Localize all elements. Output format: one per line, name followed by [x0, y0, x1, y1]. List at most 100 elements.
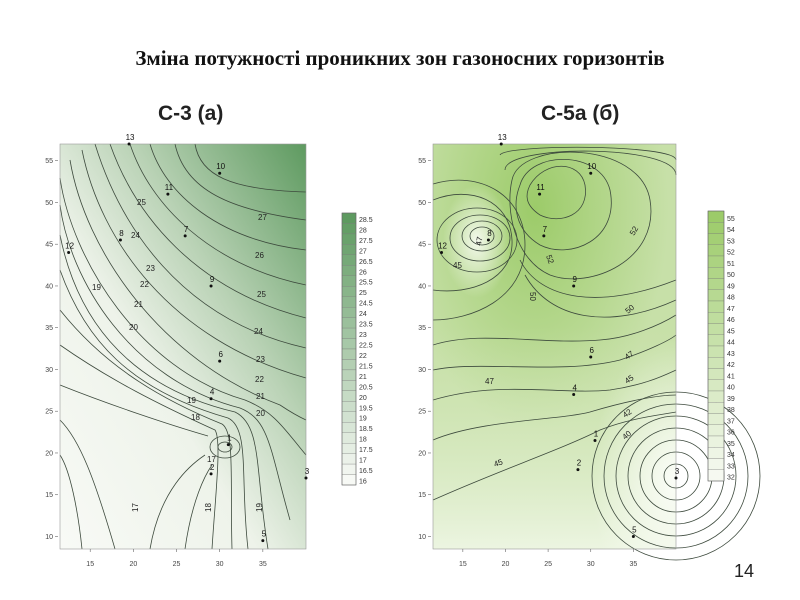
legend-swatch	[707, 312, 725, 324]
legend-swatch	[341, 254, 357, 266]
legend-swatch	[341, 380, 357, 391]
legend-label: 36	[727, 430, 735, 437]
well-marker: 10	[216, 162, 226, 175]
legend-swatch	[707, 357, 725, 369]
legend-swatch	[341, 348, 357, 360]
x-tick-label: 20	[502, 561, 510, 568]
well-marker: 13	[126, 133, 135, 146]
well-label: 9	[210, 275, 215, 284]
legend-swatch	[341, 390, 357, 402]
map-a-contours	[59, 143, 307, 550]
well-point	[440, 251, 444, 255]
legend-swatch	[341, 275, 357, 287]
y-tick-label: 20	[418, 450, 426, 457]
legend-swatch	[707, 334, 725, 347]
legend-swatch	[707, 323, 725, 335]
legend-swatch	[341, 212, 357, 224]
y-tick-label: 50	[45, 200, 53, 207]
contour-label: 20	[129, 323, 138, 332]
legend-label: 16.5	[359, 468, 373, 475]
legend-swatch	[707, 222, 725, 234]
x-tick-label: 20	[129, 561, 137, 568]
well-label: 12	[65, 242, 74, 251]
legend-swatch	[707, 413, 725, 425]
legend-swatch	[341, 369, 357, 381]
legend-label: 27	[359, 248, 367, 255]
legend-swatch	[707, 435, 725, 448]
well-label: 9	[572, 275, 577, 284]
contour-label: 23	[146, 264, 155, 273]
y-tick-label: 25	[418, 409, 426, 416]
well-marker: 4	[572, 384, 577, 397]
legend-swatch	[341, 317, 357, 329]
legend-label: 49	[727, 283, 735, 290]
legend-swatch	[707, 244, 725, 257]
well-label: 5	[262, 530, 267, 539]
map-a: 25 24 27 23 26 22 19 21 25 20 24 23 22 2…	[45, 133, 373, 568]
legend-label: 53	[727, 238, 735, 245]
legend-swatch	[707, 255, 725, 268]
x-tick-label: 30	[216, 561, 224, 568]
well-marker: 4	[209, 388, 215, 401]
y-tick-label: 55	[45, 158, 53, 165]
well-label: 2	[577, 459, 582, 468]
map-a-field	[60, 144, 306, 549]
legend-swatch	[707, 345, 725, 358]
x-tick-label: 25	[173, 561, 181, 568]
well-marker: 1	[226, 434, 232, 447]
x-tick-label: 25	[544, 561, 552, 568]
legend-label: 23	[359, 332, 367, 339]
legend-label: 23.5	[359, 322, 373, 329]
well-label: 5	[632, 525, 637, 534]
legend-label: 20	[359, 395, 367, 402]
legend-swatch	[707, 278, 725, 290]
well-label: 7	[543, 225, 548, 234]
y-tick-label: 40	[45, 283, 53, 290]
well-point	[542, 234, 546, 238]
well-label: 7	[184, 225, 189, 234]
legend-label: 17.5	[359, 447, 373, 454]
contour-label: 26	[255, 251, 264, 260]
legend-label: 46	[727, 317, 735, 324]
contour-label: 19	[92, 283, 101, 292]
legend-swatch	[341, 359, 357, 371]
well-label: 8	[119, 229, 124, 238]
contour-label: 25	[137, 198, 146, 207]
legend-label: 26.5	[359, 259, 373, 266]
legend-swatch	[707, 289, 725, 302]
slide-title: Зміна потужності проникних зон газоносни…	[135, 46, 665, 70]
well-point	[209, 472, 213, 476]
contour-label: 19	[187, 396, 196, 405]
well-label: 3	[675, 467, 680, 476]
map-b-legend: 55 54 53 52 51 50 49 48 47 46 45 44 43 42 41 40 39 38 37 36…	[707, 210, 735, 482]
legend-swatch	[341, 422, 357, 433]
well-point	[499, 142, 503, 146]
well-label: 8	[487, 229, 492, 238]
well-marker: 7	[183, 225, 189, 238]
legend-swatch	[341, 244, 357, 255]
contour-label: 24	[254, 327, 263, 336]
contour-label: 21	[134, 300, 143, 309]
well-point	[674, 476, 678, 480]
well-label: 12	[438, 242, 447, 251]
y-tick-label: 25	[45, 409, 53, 416]
legend-label: 24.5	[359, 301, 373, 308]
x-tick-label: 35	[629, 561, 637, 568]
y-tick-label: 55	[418, 158, 426, 165]
map-a-subtitle: С-3 (а)	[158, 102, 224, 125]
legend-swatch	[341, 443, 357, 454]
well-label: 1	[227, 434, 232, 443]
well-label: 13	[126, 133, 135, 142]
y-tick-label: 15	[418, 492, 426, 499]
legend-swatch	[707, 210, 725, 223]
map-a-legend: 28.5 28 27.5 27 26.5 26 25.5 25 24.5 24 23.5 23 22.5…	[341, 212, 373, 486]
contour-label: 17	[131, 503, 140, 512]
well-label: 2	[210, 463, 215, 472]
legend-label: 19	[359, 416, 367, 423]
legend-label: 51	[727, 261, 735, 268]
legend-swatch	[341, 223, 357, 235]
x-tick-label: 30	[587, 561, 595, 568]
